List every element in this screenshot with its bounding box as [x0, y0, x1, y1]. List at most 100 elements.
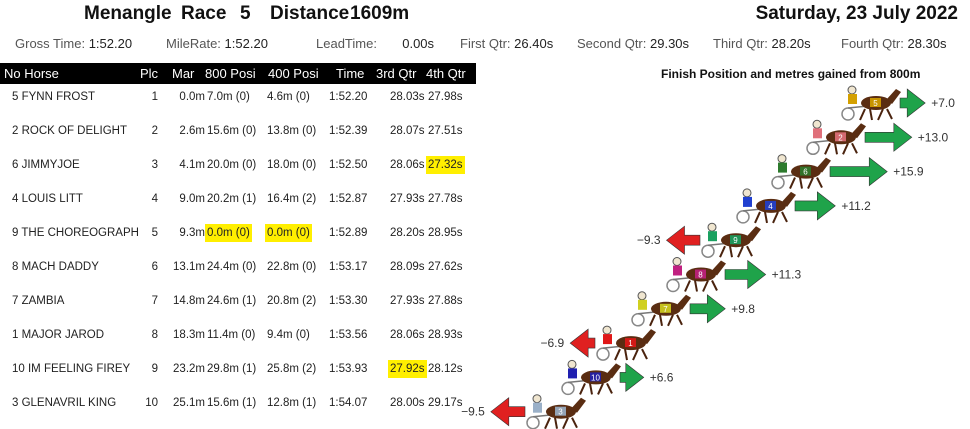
- horse-leg: [676, 314, 683, 326]
- chart-title: Finish Position and metres gained from 8…: [661, 67, 921, 81]
- cell-horse: 6 JIMMYJOE: [12, 159, 80, 171]
- gain-label: +15.9: [893, 165, 924, 179]
- cell-time: 1:52.87: [329, 193, 368, 205]
- horse-head: [886, 89, 901, 104]
- saddle-number: 4: [768, 202, 773, 211]
- sulky-shaft: [777, 173, 799, 178]
- cell-horse: 4 LOUIS LITT: [12, 193, 83, 205]
- cell-q4: 29.17s: [428, 397, 463, 409]
- cell-p400: 13.8m (0): [267, 125, 317, 137]
- horse-row: 3 −9.5: [461, 394, 586, 429]
- horse-row: 9 −9.3: [637, 222, 761, 258]
- horse-leg: [737, 245, 744, 258]
- driver-silk: [603, 334, 612, 345]
- horse-leg: [719, 245, 726, 258]
- horse-head: [606, 363, 621, 379]
- cell-time: 1:52.20: [329, 91, 368, 103]
- third-quarter: Third Qtr: 28.20s: [713, 36, 811, 51]
- horse-leg: [824, 142, 831, 155]
- cell-p400: 20.8m (2): [267, 295, 317, 307]
- cell-q3: 28.00s: [390, 397, 425, 409]
- cell-plc: 3: [151, 159, 158, 171]
- cell-q3: 28.06s: [390, 159, 425, 171]
- horse-row: 6 +15.9: [771, 154, 924, 190]
- cell-q3: 28.06s: [390, 329, 425, 341]
- cell-time: 1:54.07: [329, 397, 368, 409]
- horse-leg: [789, 177, 796, 190]
- horse-body: [686, 267, 716, 282]
- sulky-wheel: [771, 175, 785, 190]
- driver-helmet: [672, 257, 682, 266]
- driver-helmet: [742, 188, 752, 198]
- driver-silk: [568, 368, 577, 379]
- horse-body: [581, 370, 611, 385]
- cell-q4: 28.93s: [428, 329, 463, 341]
- cell-mar: 18.3m: [173, 329, 205, 341]
- gain-label: +11.2: [841, 199, 871, 213]
- cell-p400: 18.0m (0): [267, 159, 317, 171]
- horse-row: 2 +13.0: [806, 119, 949, 156]
- col-800: 800 Posi: [205, 66, 256, 81]
- lead-time: LeadTime: 0.00s: [316, 36, 435, 51]
- horse-leg: [579, 382, 586, 395]
- driver-silk: [708, 231, 717, 242]
- col-mar: Mar: [172, 66, 195, 81]
- sulky-wheel: [596, 347, 610, 361]
- driver-helmet: [532, 394, 542, 404]
- horse-body: [616, 336, 646, 351]
- table-header: [0, 63, 476, 84]
- cell-horse: 2 ROCK OF DELIGHT: [12, 125, 128, 137]
- horse-leg: [624, 348, 628, 361]
- horse-leg: [694, 280, 698, 292]
- cell-plc: 9: [151, 363, 158, 375]
- gain-arrow: [724, 259, 767, 290]
- sulky-shaft: [707, 242, 729, 246]
- col-horse: No Horse: [4, 66, 59, 81]
- gain-label: +7.0: [931, 96, 955, 110]
- gain-label: +6.6: [650, 370, 674, 384]
- cell-p400: 4.6m (0): [267, 91, 310, 103]
- gain-arrow: [569, 328, 596, 358]
- sulky-shaft: [742, 208, 764, 212]
- saddle-cloth: [835, 132, 846, 142]
- saddle-number: 7: [663, 305, 668, 314]
- gain-arrow: [490, 397, 526, 427]
- sulky-wheel: [666, 278, 680, 293]
- cell-p800: 20.2m (1): [207, 193, 257, 205]
- saddle-number: 1: [628, 339, 633, 348]
- cell-p800: 24.4m (0): [207, 261, 257, 273]
- cell-p800: 20.0m (0): [207, 159, 257, 171]
- cell-mar: 2.6m: [179, 125, 205, 137]
- cell-q4: 27.32s: [426, 156, 465, 174]
- cell-horse: 7 ZAMBIA: [12, 295, 65, 307]
- cell-q4: 27.88s: [428, 295, 463, 307]
- cell-mar: 4.1m: [179, 159, 205, 171]
- horse-leg: [667, 314, 674, 327]
- gain-label: +11.3: [772, 268, 802, 282]
- cell-horse: 9 THE CHOREOGRAPH: [12, 227, 139, 239]
- gain-arrow: [666, 225, 701, 255]
- cell-mar: 14.8m: [173, 295, 205, 307]
- gain-label: +9.8: [731, 302, 755, 316]
- gain-label: +13.0: [918, 130, 949, 144]
- horse-leg: [554, 417, 558, 429]
- cell-p800: 11.4m (0): [207, 329, 256, 341]
- cell-q3: 28.09s: [390, 261, 425, 273]
- driver-silk: [638, 299, 647, 310]
- cell-plc: 6: [151, 261, 158, 273]
- horse-body: [721, 233, 751, 248]
- horse-leg: [754, 211, 761, 224]
- horse-head: [851, 123, 866, 139]
- horse-row: 10 +6.6: [561, 359, 674, 396]
- cell-plc: 4: [151, 193, 158, 205]
- cell-p800: 24.6m (1): [207, 295, 257, 307]
- cell-p800: 29.8m (1): [207, 363, 257, 375]
- cell-horse: 10 IM FEELING FIREY: [12, 363, 131, 375]
- driver-helmet: [637, 291, 647, 301]
- horse-body: [651, 301, 681, 316]
- horse-leg: [659, 314, 663, 326]
- cell-time: 1:52.39: [329, 125, 368, 137]
- horse-leg: [544, 417, 551, 429]
- horse-head: [746, 226, 761, 242]
- saddle-number: 5: [873, 99, 878, 108]
